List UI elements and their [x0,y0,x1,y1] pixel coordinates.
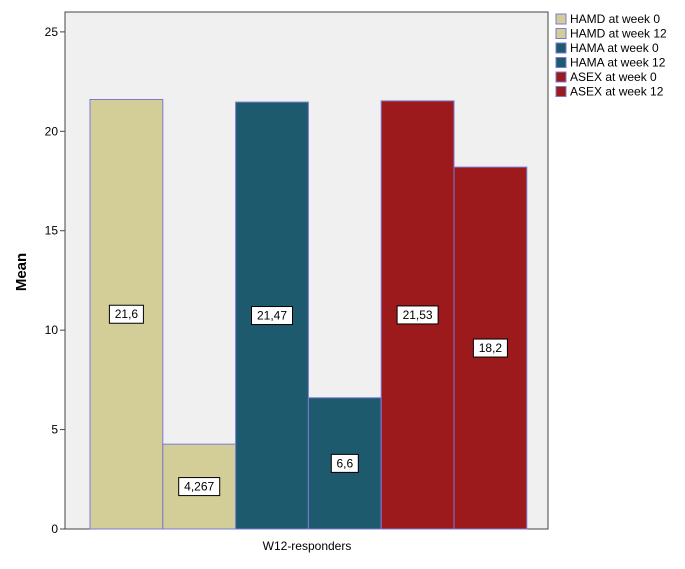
legend-swatch [555,28,567,39]
legend-swatch [555,13,567,25]
y-tick-label: 15 [45,224,59,238]
data-label-box [396,305,439,325]
data-label-box [251,306,293,326]
data-label: 18,2 [472,338,508,358]
legend-label: ASEX at week 0 [570,70,657,84]
y-tick-label: 5 [51,423,58,437]
legend-label: HAMD at week 0 [570,12,660,26]
data-label-box [472,338,508,358]
data-label-text: 6,6 [336,456,353,470]
data-label-text: 18,2 [479,341,503,355]
data-label-box [108,304,144,324]
y-tick-label: 20 [45,124,59,138]
legend-label: ASEX at week 12 [570,85,664,99]
y-axis-title: Mean [13,253,30,291]
data-label: 21,53 [396,305,439,325]
data-label: 6,6 [330,453,359,473]
y-tick-label: 0 [51,522,58,536]
data-label-box [330,453,359,473]
x-tick-label: W12-responders [263,539,352,553]
y-axis: 0 5 10 15 20 25 [45,25,65,536]
data-label-text: 4,267 [184,480,214,494]
data-label: 21,47 [251,306,293,326]
legend-swatch [555,71,567,83]
y-tick-label: 25 [45,25,59,39]
legend-swatch [555,86,567,97]
data-label-text: 21,6 [115,307,139,321]
data-label-text: 21,53 [403,308,433,322]
data-label: 4,267 [178,477,221,497]
legend-swatch [555,42,567,54]
data-label: 21,6 [108,304,144,324]
legend-label: HAMA at week 0 [570,41,659,55]
data-label-box [178,477,221,497]
y-tick-label: 10 [45,323,59,337]
legend-label: HAMD at week 12 [570,27,667,41]
x-axis: W12-responders [263,539,352,553]
legend-swatch [555,57,567,68]
data-label-text: 21,47 [257,309,287,323]
bars-group: 21,6 4,267 21,47 6,6 21,53 18,2 [89,98,528,530]
legend-label: HAMA at week 12 [570,56,666,70]
